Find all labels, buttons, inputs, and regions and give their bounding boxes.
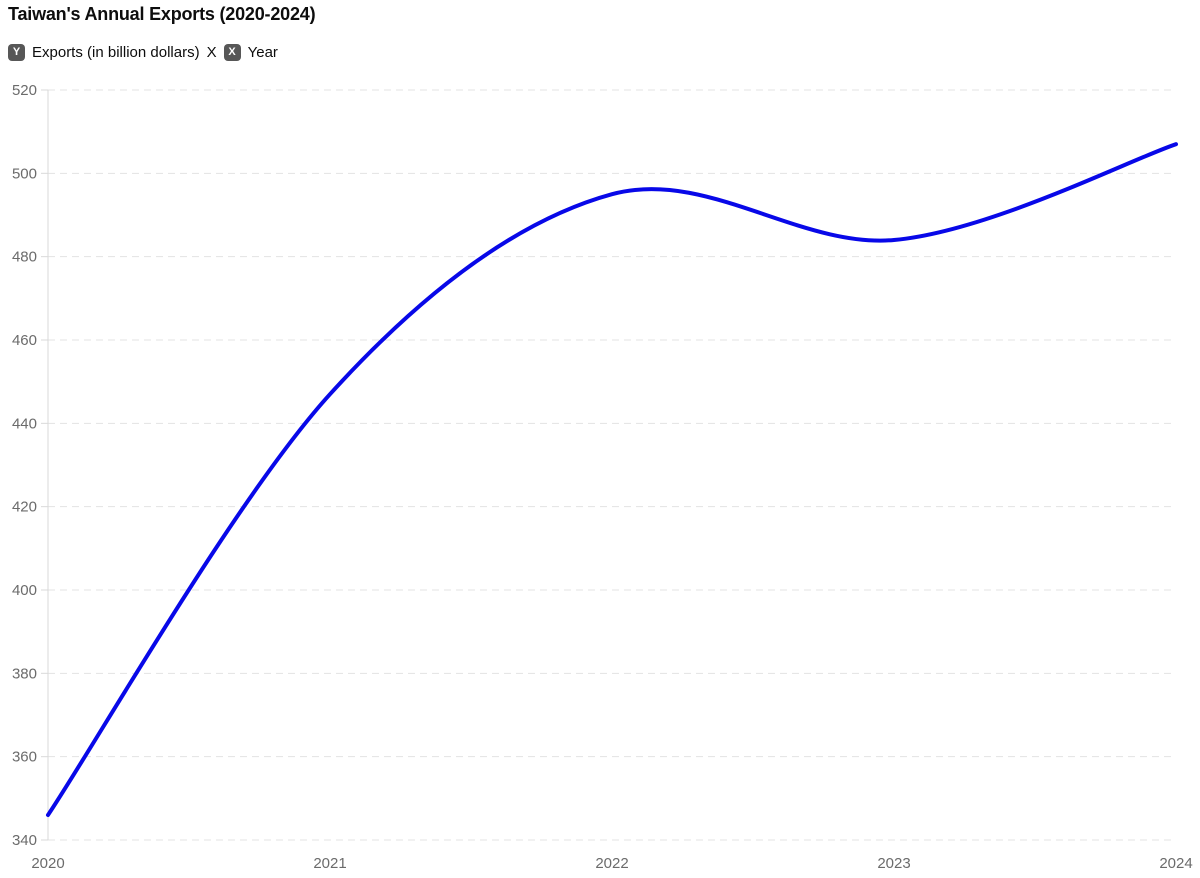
exports-line-series [46, 142, 1178, 817]
y-tick-label: 480 [12, 249, 37, 266]
x-tick-label: 2020 [31, 855, 64, 872]
x-tick-label: 2024 [1159, 855, 1192, 872]
y-tick-label: 340 [12, 832, 37, 849]
x-tick-label: 2021 [313, 855, 346, 872]
x-axis-label: Year [247, 44, 278, 61]
y-axis-label: Exports (in billion dollars) [32, 44, 200, 61]
y-axis-badge-icon: Y [8, 44, 25, 61]
y-tick-label: 360 [12, 749, 37, 766]
y-tick-label: 460 [12, 332, 37, 349]
y-tick-label: 420 [12, 499, 37, 516]
axis-legend: Y Exports (in billion dollars) X X Year [8, 44, 278, 61]
y-tick-label: 400 [12, 582, 37, 599]
y-tick-label: 440 [12, 415, 37, 432]
x-tick-label: 2023 [877, 855, 910, 872]
y-tick-label: 500 [12, 165, 37, 182]
y-tick-label: 380 [12, 665, 37, 682]
x-axis-badge-icon: X [223, 44, 241, 61]
y-tick-label: 520 [12, 82, 37, 99]
chart-title: Taiwan's Annual Exports (2020-2024) [8, 4, 316, 24]
x-tick-label: 2022 [595, 855, 628, 872]
axis-separator: X [206, 44, 217, 61]
